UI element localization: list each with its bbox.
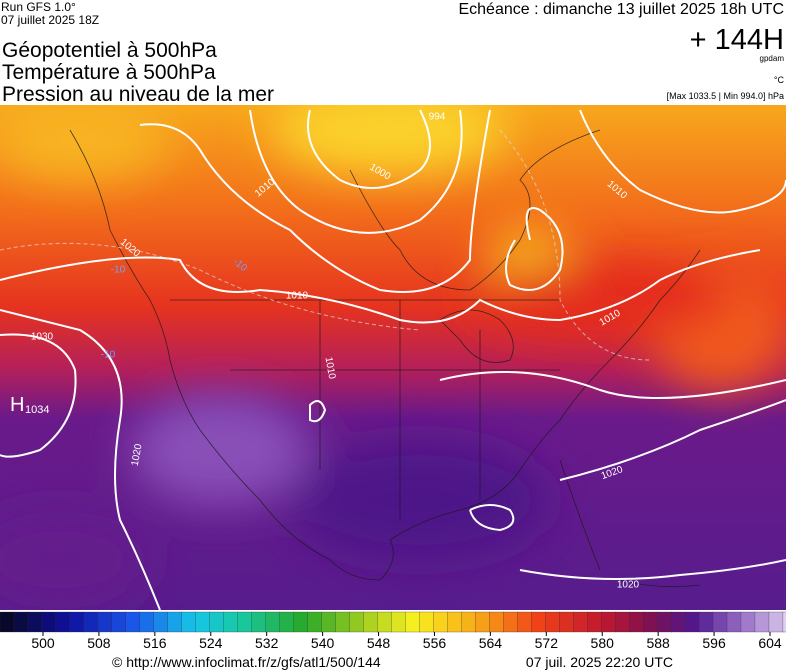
colorbar-cell [601, 611, 616, 633]
map-field [0, 105, 786, 610]
colorbar-cell [656, 611, 672, 633]
colorbar-cell [321, 611, 337, 633]
colorbar-cell [782, 611, 786, 633]
colorbar-cell [223, 611, 239, 633]
colorbar-cell [391, 611, 407, 633]
colorbar-cell [531, 611, 546, 633]
colorbar-cell [419, 611, 435, 633]
colorbar-cell [237, 611, 253, 633]
colorbar-label: 580 [591, 635, 615, 651]
unit-geo: gpdam [760, 54, 785, 63]
colorbar-label: 556 [423, 635, 447, 651]
colorbar-cell [153, 611, 169, 633]
colorbar-cell [684, 611, 700, 633]
colorbar-cell [754, 611, 770, 633]
pressure-range: [Max 1033.5 | Min 994.0] hPa [667, 91, 784, 101]
colorbar-cell [69, 611, 85, 633]
colorbar-cell [41, 611, 57, 633]
colorbar-cell [545, 611, 560, 633]
colorbar-cell [573, 611, 588, 633]
colorbar-cell [209, 611, 225, 633]
colorbar-cell [111, 611, 127, 633]
high-value: 1034 [25, 404, 49, 416]
colorbar-cell [125, 611, 141, 633]
unit-temp: °C [774, 75, 785, 85]
colorbar-cell [293, 611, 309, 633]
colorbar-cell [698, 611, 714, 633]
colorbar-cell [167, 611, 183, 633]
isobar-label: 1020 [130, 443, 145, 467]
colorbar-label: 548 [367, 635, 391, 651]
isobar-label: 1020 [617, 580, 640, 591]
colorbar-cell [265, 611, 281, 633]
source: © http://www.infoclimat.fr/z/gfs/atl1/50… [112, 654, 381, 670]
colorbar-label: 500 [31, 635, 55, 651]
colorbar-cell [97, 611, 113, 633]
colorbar-label: 572 [535, 635, 559, 651]
colorbar-cell [559, 611, 574, 633]
colorbar-cell [475, 611, 490, 633]
colorbar-label: 532 [255, 635, 279, 651]
isobar-label: 994 [429, 112, 446, 123]
lead-time: + 144H [690, 24, 784, 56]
colorbar-cell [195, 611, 211, 633]
colorbar-cell [615, 611, 630, 633]
colorbar-cell [349, 611, 365, 633]
colorbar-label: 596 [702, 635, 726, 651]
colorbar-cell [0, 611, 15, 633]
forecast: Echéance : dimanche 13 juillet 2025 18h … [458, 1, 784, 18]
colorbar-cell [642, 611, 658, 633]
colorbar-cell [139, 611, 155, 633]
colorbar-cell [768, 611, 784, 633]
colorbar-label: 564 [479, 635, 503, 651]
generated: 07 juil. 2025 22:20 UTC [526, 654, 673, 670]
colorbar: 500 508 516 524 532 540 548 556 564 572 580 588 596 6… [0, 611, 786, 651]
colorbar-cell [712, 611, 728, 633]
high-letter: H [10, 394, 24, 416]
colorbar-cell [181, 611, 197, 633]
colorbar-label: 508 [87, 635, 111, 651]
colorbar-label: 604 [758, 635, 782, 651]
colorbar-cell [335, 611, 351, 633]
isobar-label: -10 [101, 350, 116, 361]
colorbar-cell [83, 611, 99, 633]
title: Pression au niveau de la mer [2, 83, 274, 106]
title: Température à 500hPa [2, 61, 216, 84]
colorbar-cell [461, 611, 476, 633]
colorbar-cell [377, 611, 393, 633]
colorbar-cell [55, 611, 71, 633]
colorbar-cell [740, 611, 756, 633]
colorbar-label: 588 [646, 635, 670, 651]
colorbar-label: 540 [311, 635, 335, 651]
isobar-label: 1010 [286, 291, 309, 302]
colorbar-cell [433, 611, 449, 633]
isobar-label: -10 [111, 265, 126, 276]
colorbar-cell [307, 611, 323, 633]
colorbar-cell [27, 611, 43, 633]
colorbar-label: 524 [199, 635, 223, 651]
run-date: 07 juillet 2025 18Z [1, 13, 99, 27]
colorbar-cell [363, 611, 379, 633]
colorbar-cell [279, 611, 295, 633]
run: Run GFS 1.0° [1, 0, 76, 14]
colorbar-cell [587, 611, 602, 633]
colorbar-cell [503, 611, 518, 633]
isobar-label: 1030 [31, 332, 54, 343]
colorbar-cell [628, 611, 644, 633]
colorbar-cell [489, 611, 504, 633]
colorbar-cell [726, 611, 742, 633]
colorbar-cell [517, 611, 532, 633]
colorbar-cell [670, 611, 686, 633]
title: Géopotentiel à 500hPa [2, 39, 217, 62]
colorbar-cell [251, 611, 267, 633]
colorbar-cell [405, 611, 421, 633]
colorbar-label: 516 [143, 635, 167, 651]
isobar-label: 1010 [323, 356, 338, 380]
colorbar-cell [13, 611, 29, 633]
colorbar-cell [447, 611, 463, 633]
